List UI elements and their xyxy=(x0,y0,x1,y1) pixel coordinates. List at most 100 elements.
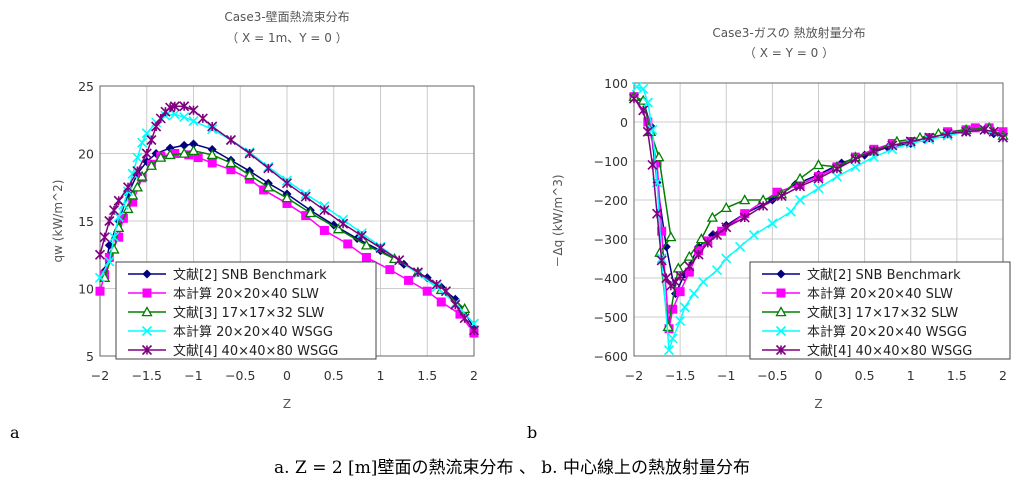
triangle-marker xyxy=(187,144,200,156)
square-marker xyxy=(404,275,414,285)
asterisk-marker xyxy=(225,134,236,146)
y-axis-label: qw (kW/m^2) xyxy=(51,180,65,263)
asterisk-marker xyxy=(794,181,806,192)
chart-2: Case3-ガスの 熱放射量分布 （ X = Y = 0 ） −2 −1.5 −1 −0.… xyxy=(551,25,1011,411)
x-marker xyxy=(850,161,861,172)
asterisk-marker xyxy=(394,255,405,266)
triangle-marker xyxy=(304,207,316,218)
y-tick-label: −400 xyxy=(594,271,628,286)
x-tick-label: −0.5 xyxy=(225,368,255,383)
triangle-marker xyxy=(672,262,684,273)
y-tick-label: −300 xyxy=(594,232,628,247)
y-tick-label: 0 xyxy=(620,115,628,130)
asterisk-marker xyxy=(132,165,143,177)
figure-caption: a. Z = 2 [m]壁面の熱流束分布 、 b. 中心線上の熱放射量分布 xyxy=(274,458,750,478)
asterisk-marker xyxy=(758,200,769,211)
x-marker xyxy=(688,288,700,299)
triangle-marker xyxy=(136,170,148,181)
asterisk-marker xyxy=(468,325,480,336)
x-axis-label: Z xyxy=(283,397,291,411)
legend-label: 文献[2] SNB Benchmark xyxy=(807,268,961,283)
x-marker xyxy=(188,116,199,127)
triangle-marker xyxy=(145,159,158,170)
asterisk-marker xyxy=(979,124,990,135)
x-marker xyxy=(831,171,843,182)
legend-item: 本計算 20×20×40 WSGG xyxy=(128,324,333,340)
x-tick-label: −1.5 xyxy=(132,368,162,383)
asterisk-marker xyxy=(813,173,824,184)
y-tick-label: 15 xyxy=(78,214,94,229)
asterisk-marker xyxy=(356,230,367,241)
series-5 xyxy=(628,93,1009,291)
asterisk-marker xyxy=(831,163,843,174)
x-marker xyxy=(794,194,806,206)
x-marker xyxy=(169,109,180,120)
square-marker xyxy=(343,239,353,249)
square-marker xyxy=(422,286,432,296)
asterisk-marker xyxy=(961,126,972,137)
legend-item: 本計算 20×20×40 SLW xyxy=(128,286,319,302)
triangle-marker xyxy=(775,306,787,317)
y-tick-label: −600 xyxy=(594,349,628,364)
x-marker xyxy=(698,276,709,287)
legend-box xyxy=(749,261,1011,360)
asterisk-marker xyxy=(642,126,653,137)
x-tick-label: −1.5 xyxy=(665,368,695,383)
asterisk-marker xyxy=(638,105,649,116)
x-tick-label: −1 xyxy=(184,368,202,383)
asterisk-marker xyxy=(776,191,787,202)
asterisk-marker xyxy=(661,272,672,284)
diamond-marker xyxy=(189,139,198,149)
asterisk-marker xyxy=(207,121,218,132)
x-tick-label: 2 xyxy=(470,368,478,383)
triangle-marker xyxy=(243,169,256,180)
diamond-marker xyxy=(776,269,786,279)
x-tick-label: −2 xyxy=(625,368,643,383)
y-tick-label: −100 xyxy=(594,154,628,169)
x-tick-label: −1 xyxy=(717,368,735,383)
asterisk-marker xyxy=(887,140,898,151)
y-axis-label: －Δq (kW/m^3) xyxy=(551,174,565,267)
asterisk-marker xyxy=(141,344,153,356)
triangle-marker xyxy=(131,181,144,192)
legend-label: 文献[4] 40×40×80 WSGG xyxy=(173,344,338,359)
asterisk-marker xyxy=(628,93,640,104)
triangle-marker xyxy=(706,211,719,222)
legend-label: 文献[4] 40×40×80 WSGG xyxy=(807,344,972,359)
legend-box xyxy=(115,261,377,360)
asterisk-marker xyxy=(711,230,723,241)
asterisk-marker xyxy=(702,237,713,248)
asterisk-marker xyxy=(108,205,120,216)
x-marker xyxy=(132,152,143,163)
x-marker xyxy=(775,325,787,337)
asterisk-marker xyxy=(739,212,750,223)
asterisk-marker xyxy=(188,105,199,116)
asterisk-marker xyxy=(94,249,106,260)
x-marker xyxy=(785,206,796,217)
square-marker xyxy=(684,267,694,277)
x-marker xyxy=(179,111,190,123)
x-tick-label: 0.5 xyxy=(855,368,875,383)
x-marker xyxy=(108,232,120,243)
asterisk-marker xyxy=(997,132,1009,143)
legend-item: 文献[2] SNB Benchmark xyxy=(128,268,327,283)
y-tick-label: −200 xyxy=(594,193,628,208)
legend: 文献[2] SNB Benchmark 本計算 20×20×40 SLW 文献[3]… xyxy=(115,261,377,360)
asterisk-marker xyxy=(263,163,274,174)
x-tick-label: 1.5 xyxy=(417,368,437,383)
asterisk-marker xyxy=(281,178,293,189)
triangle-marker xyxy=(178,147,190,158)
square-marker xyxy=(436,297,446,307)
asterisk-marker xyxy=(169,101,180,112)
x-marker xyxy=(127,168,138,179)
asterisk-marker xyxy=(375,242,386,254)
x-marker xyxy=(748,230,759,241)
legend-item: 文献[3] 17×17×32 SLW xyxy=(128,306,324,321)
x-marker xyxy=(113,211,124,223)
square-marker xyxy=(657,226,667,236)
chart-subtitle: （ X = 1m、Y = 0 ） xyxy=(226,31,348,45)
asterisk-marker xyxy=(300,191,311,202)
series-5 xyxy=(94,101,480,336)
legend-label: 本計算 20×20×40 WSGG xyxy=(173,324,333,340)
